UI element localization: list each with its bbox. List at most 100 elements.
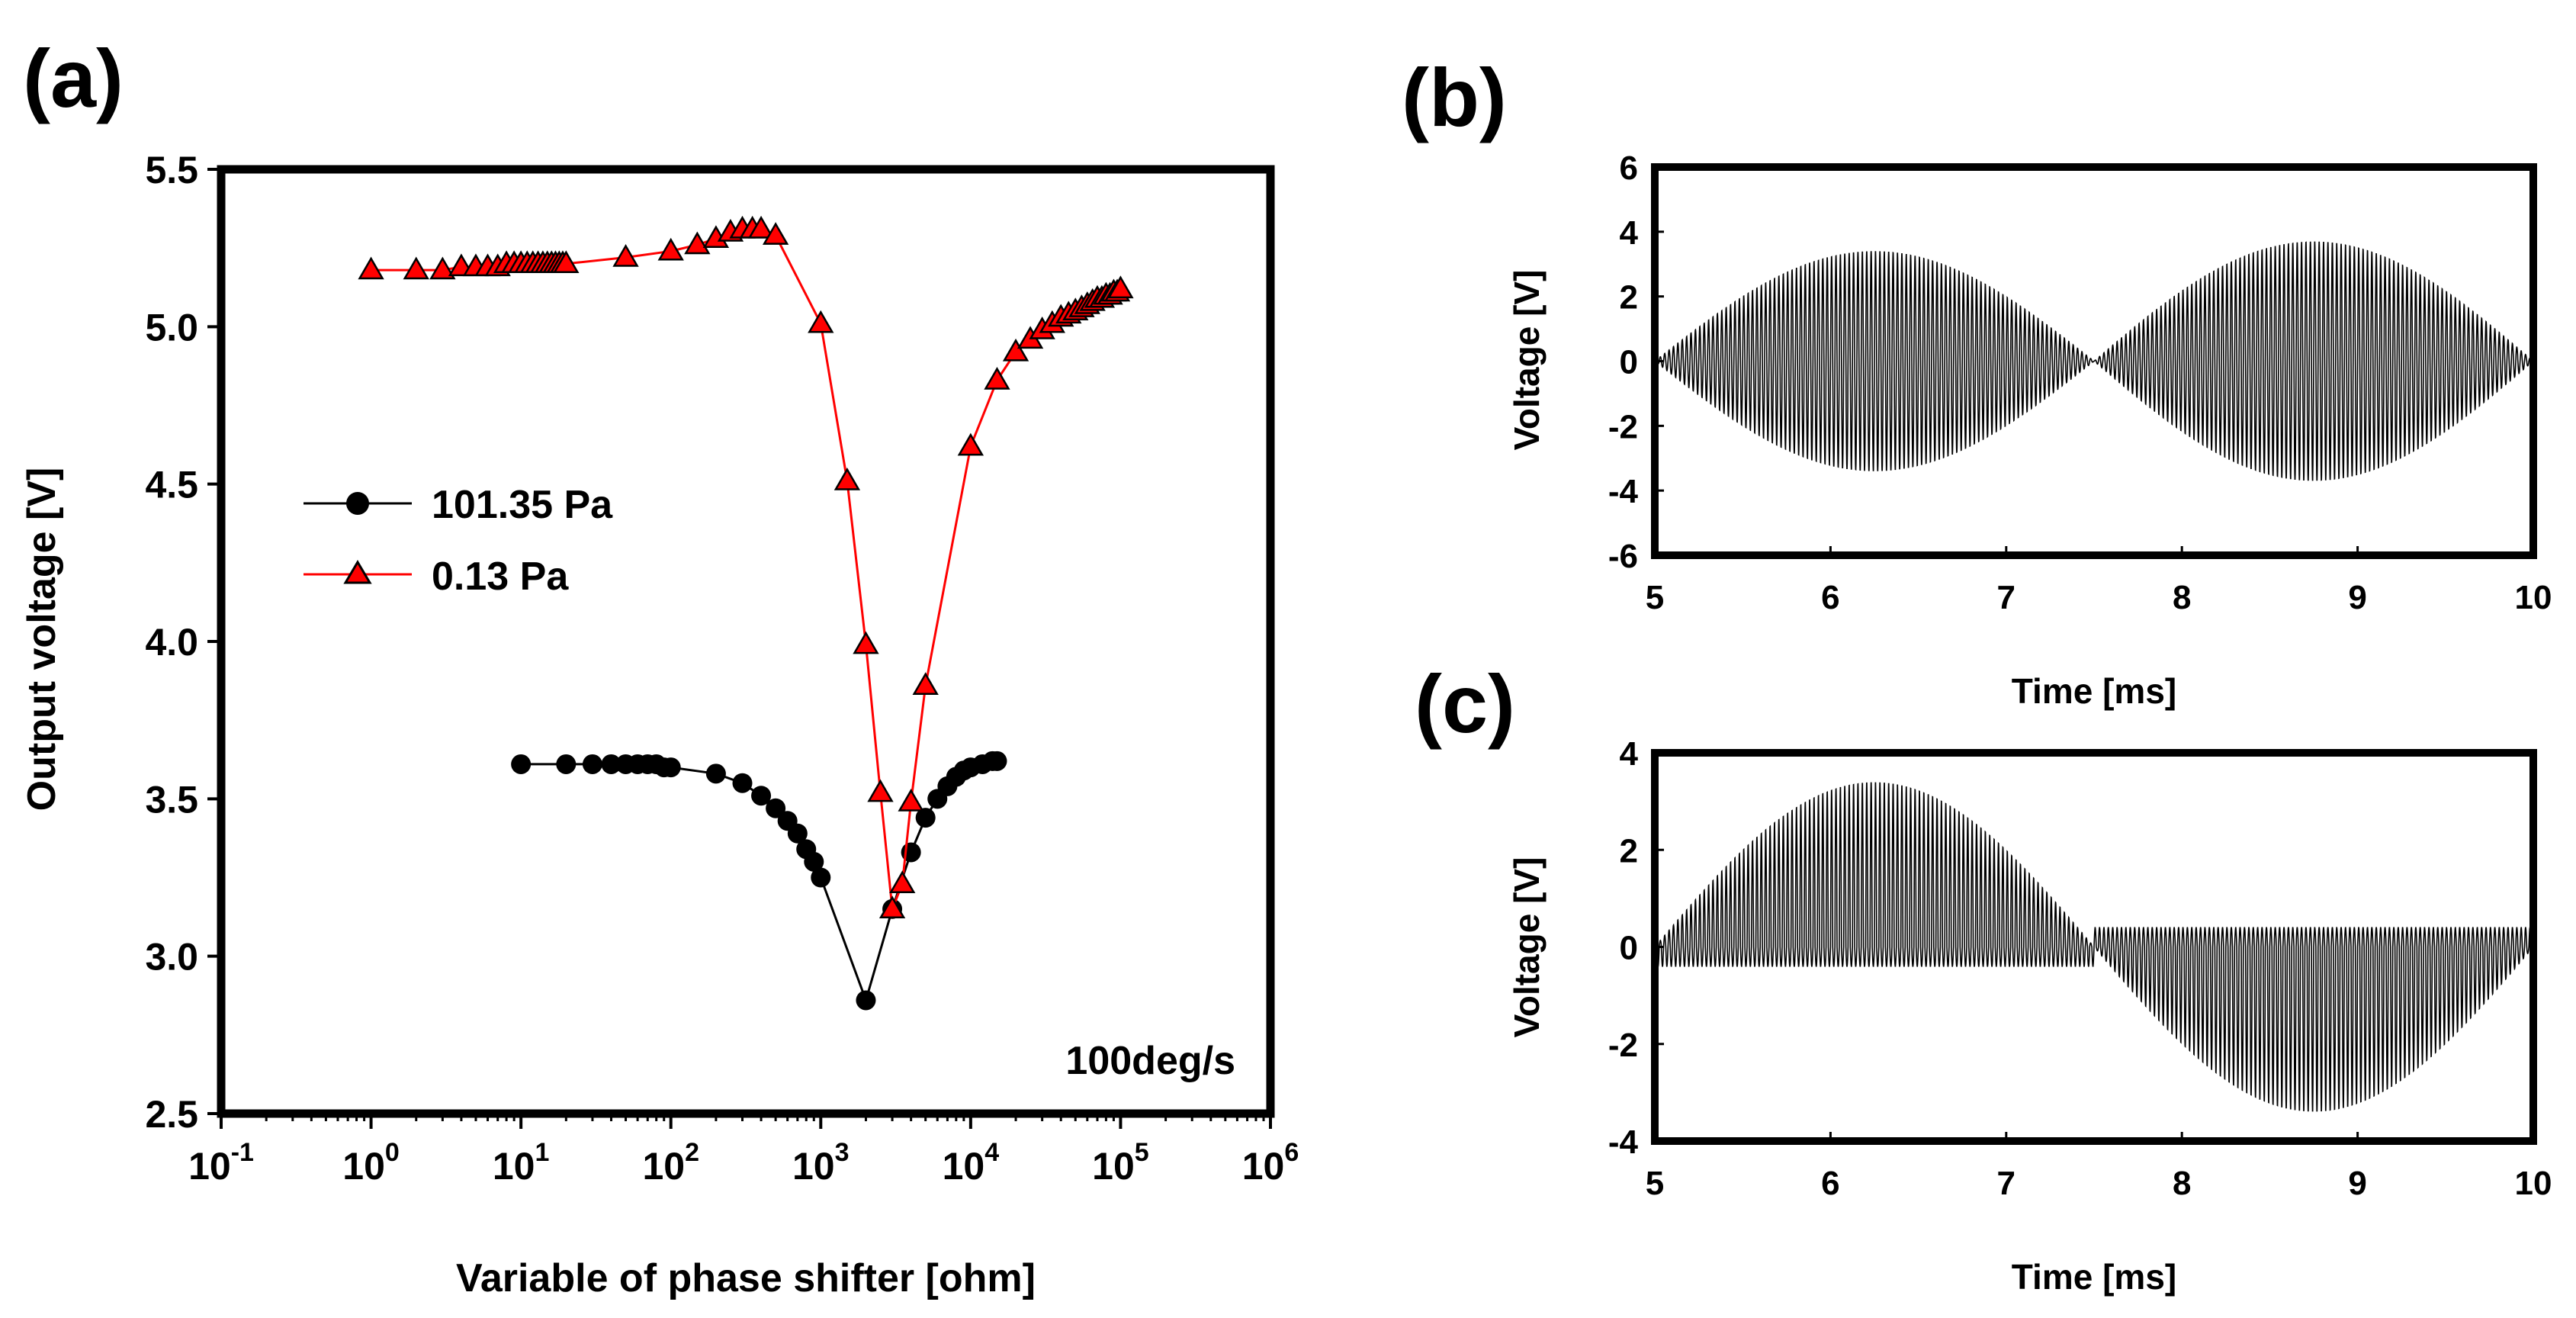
panel-b-ylabel: Voltage [V]: [1507, 270, 1547, 451]
data-point: [762, 222, 789, 245]
x-tick-label: 7: [1997, 1165, 2016, 1202]
y-tick-label: 5.0: [145, 306, 198, 349]
panel-b-chart: (b) -6 -4 -2 0 2 4 6 5 6 7 8 9 10 Voltage [V] Time […: [1402, 51, 2552, 711]
panel-b-series: [1654, 241, 2534, 481]
panel-a-label: (a): [23, 32, 124, 124]
y-tick-label: -2: [1608, 1027, 1638, 1064]
x-tick-label: 9: [2348, 579, 2366, 616]
x-tick-label: 6: [1821, 1165, 1839, 1202]
y-tick-label: 4.5: [145, 464, 198, 506]
x-tick-label: 8: [2173, 1165, 2191, 1202]
panel-a-xlabel: Variable of phase shifter [ohm]: [456, 1256, 1036, 1300]
data-point: [766, 798, 786, 818]
x-tick-label: 9: [2348, 1165, 2366, 1202]
y-tick-label: 2.5: [145, 1093, 198, 1136]
panel-c-chart: (c) -4 -2 0 2 4 5 6 7 8 9 10 Voltage [V] Time [ms]: [1415, 657, 2552, 1297]
y-tick-label: -6: [1608, 538, 1638, 575]
y-tick-label: 0: [1620, 930, 1638, 967]
y-tick-label: 0: [1620, 344, 1638, 381]
data-point: [867, 779, 894, 802]
panel-a-ylabel: Output voltage [V]: [20, 468, 64, 812]
data-point: [660, 757, 681, 778]
panel-c-ylabel: Voltage [V]: [1507, 857, 1547, 1038]
data-point: [705, 763, 726, 784]
y-tick-label: 4: [1620, 735, 1639, 773]
data-point: [751, 786, 772, 806]
x-tick-label: 106: [1242, 1138, 1299, 1188]
panel-a-annotation: 100deg/s: [1065, 1039, 1235, 1083]
data-point: [732, 773, 753, 793]
x-tick-label: 5: [1646, 1165, 1664, 1202]
data-point: [889, 870, 916, 894]
panel-a-series: [358, 215, 1134, 1011]
y-tick-label: 4: [1620, 214, 1639, 252]
y-tick-label: 6: [1620, 149, 1638, 187]
y-tick-label: 3.0: [145, 936, 198, 979]
data-point: [657, 237, 684, 261]
data-point: [912, 672, 939, 696]
data-point: [511, 754, 532, 774]
y-tick-label: 3.5: [145, 778, 198, 821]
data-point: [403, 256, 429, 280]
y-tick-label: -4: [1608, 1124, 1639, 1161]
y-tick-label: -2: [1608, 408, 1638, 445]
data-point: [556, 754, 577, 774]
panel-c-frame: [1651, 749, 2537, 1145]
panel-a-legend: 101.35 Pa 0.13 Pa: [304, 483, 613, 599]
x-tick-label: 100: [342, 1138, 400, 1188]
panel-b-axes: -6 -4 -2 0 2 4 6 5 6 7 8 9 10: [1608, 149, 2552, 616]
data-point: [898, 788, 924, 812]
x-tick-label: 105: [1092, 1138, 1149, 1188]
data-point: [1002, 338, 1029, 362]
data-point: [915, 808, 936, 828]
x-tick-label: 6: [1821, 579, 1839, 616]
data-point: [811, 867, 831, 888]
panel-c-series: [1654, 782, 2534, 1112]
data-point: [834, 468, 861, 490]
x-tick-label: 5: [1646, 579, 1664, 616]
legend-marker-0-13: [343, 560, 372, 584]
legend-marker-101-35: [346, 492, 369, 515]
data-point: [1107, 275, 1134, 299]
x-tick-label: 101: [493, 1138, 550, 1188]
x-tick-label: 104: [943, 1138, 1000, 1188]
y-tick-label: 4.0: [145, 621, 198, 664]
y-tick-label: 5.5: [145, 149, 198, 191]
waveform-trace: [1654, 241, 2534, 481]
data-point: [553, 250, 580, 274]
data-point: [984, 366, 1010, 390]
data-point: [856, 990, 876, 1011]
x-tick-label: 103: [792, 1138, 850, 1188]
panel-b-label: (b): [1402, 51, 1507, 143]
x-tick-label: 10-1: [188, 1138, 254, 1188]
data-point: [804, 851, 824, 872]
panel-c-xlabel: Time [ms]: [2012, 1257, 2176, 1297]
data-point: [747, 215, 775, 239]
data-point: [601, 754, 622, 774]
panel-a-frame: [217, 165, 1275, 1118]
data-point: [358, 256, 384, 280]
y-tick-label: 2: [1620, 832, 1638, 870]
x-tick-label: 10: [2515, 1165, 2552, 1202]
data-point: [957, 432, 984, 456]
legend-label-101-35: 101.35 Pa: [432, 483, 613, 527]
x-tick-label: 10: [2515, 579, 2552, 616]
panel-a-chart: (a) 2.5 3.0 3.5 4.0 4.5 5.0 5.5 10-1 100 101 102 10…: [20, 32, 1299, 1300]
panel-b-frame: [1651, 163, 2537, 559]
x-tick-label: 102: [642, 1138, 699, 1188]
data-point: [878, 895, 906, 919]
panel-c-label: (c): [1415, 657, 1515, 750]
panel-a-axes: 2.5 3.0 3.5 4.0 4.5 5.0 5.5 10-1 100 101 102 103 104…: [145, 149, 1299, 1188]
data-point: [684, 231, 711, 255]
legend-label-0-13: 0.13 Pa: [432, 555, 569, 599]
data-point: [808, 310, 834, 333]
waveform-trace: [1654, 782, 2534, 1112]
data-point: [853, 631, 879, 654]
y-tick-label: -4: [1608, 473, 1639, 510]
x-tick-label: 8: [2173, 579, 2191, 616]
y-tick-label: 2: [1620, 279, 1638, 317]
data-point: [987, 751, 1007, 771]
data-point: [582, 754, 602, 774]
data-point: [787, 823, 808, 844]
